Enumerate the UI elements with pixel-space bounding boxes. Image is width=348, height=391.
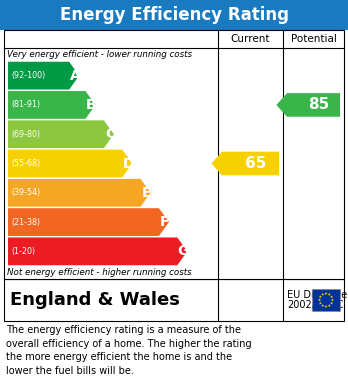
Polygon shape (276, 93, 340, 117)
Polygon shape (324, 292, 327, 295)
Polygon shape (328, 293, 331, 296)
Polygon shape (319, 301, 322, 305)
Text: (39-54): (39-54) (11, 188, 40, 197)
Text: (69-80): (69-80) (11, 130, 40, 139)
Text: Current: Current (231, 34, 270, 44)
Text: (81-91): (81-91) (11, 100, 40, 109)
Text: England & Wales: England & Wales (10, 291, 180, 309)
Bar (0, 0, 348, 30)
Polygon shape (8, 208, 169, 236)
Text: B: B (86, 98, 97, 112)
Bar (4, 279, 344, 321)
Bar (312, 289, 340, 311)
Text: (1-20): (1-20) (11, 247, 35, 256)
Text: 85: 85 (308, 97, 330, 113)
Polygon shape (328, 304, 331, 307)
Polygon shape (8, 62, 79, 90)
Text: (92-100): (92-100) (11, 71, 45, 80)
Text: G: G (177, 244, 189, 258)
Text: A: A (70, 69, 81, 83)
Polygon shape (330, 295, 333, 298)
Text: Potential: Potential (291, 34, 337, 44)
Polygon shape (331, 298, 334, 301)
Polygon shape (321, 293, 324, 296)
Polygon shape (8, 179, 151, 207)
Text: Very energy efficient - lower running costs: Very energy efficient - lower running co… (7, 50, 192, 59)
Text: Not energy efficient - higher running costs: Not energy efficient - higher running co… (7, 268, 192, 277)
Text: C: C (105, 127, 115, 141)
Polygon shape (211, 152, 279, 175)
Text: F: F (160, 215, 170, 229)
Polygon shape (330, 301, 333, 305)
Polygon shape (318, 298, 321, 301)
Text: EU Directive: EU Directive (287, 290, 347, 300)
Text: 2002/91/EC: 2002/91/EC (287, 300, 343, 310)
Text: D: D (122, 156, 134, 170)
Polygon shape (8, 120, 114, 148)
Polygon shape (8, 237, 187, 265)
Polygon shape (324, 305, 327, 308)
Text: E: E (142, 186, 151, 200)
Polygon shape (321, 304, 324, 307)
Polygon shape (8, 91, 95, 119)
Polygon shape (8, 150, 132, 178)
Text: (21-38): (21-38) (11, 217, 40, 226)
Text: 65: 65 (245, 156, 267, 171)
Bar (4, 30, 344, 279)
Text: (55-68): (55-68) (11, 159, 40, 168)
Text: The energy efficiency rating is a measure of the
overall efficiency of a home. T: The energy efficiency rating is a measur… (6, 325, 252, 376)
Text: Energy Efficiency Rating: Energy Efficiency Rating (60, 6, 288, 24)
Polygon shape (319, 295, 322, 298)
